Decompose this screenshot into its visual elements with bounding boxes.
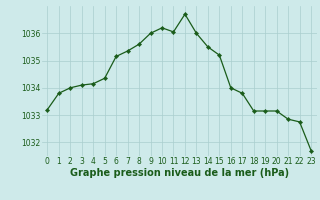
- X-axis label: Graphe pression niveau de la mer (hPa): Graphe pression niveau de la mer (hPa): [70, 168, 289, 178]
